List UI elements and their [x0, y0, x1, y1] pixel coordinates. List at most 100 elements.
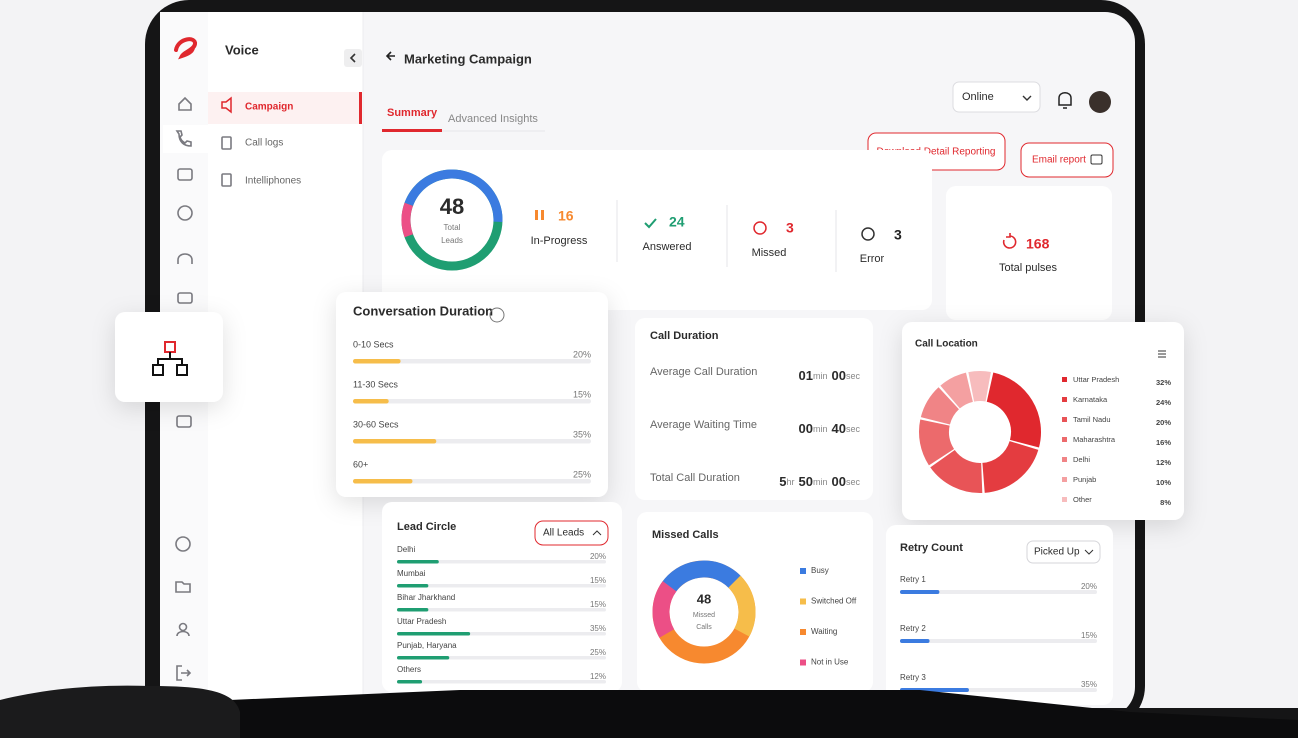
bar-track — [900, 639, 1097, 643]
duration-value: 00min 40sec — [799, 421, 861, 436]
rail-icons — [163, 96, 208, 681]
rock — [0, 685, 240, 738]
active-menu-bg — [208, 92, 362, 124]
legend-swatch — [1062, 477, 1067, 482]
duration-number: 5 — [779, 474, 786, 489]
row-value: 20% — [1081, 582, 1097, 591]
row-value: 35% — [1081, 680, 1097, 689]
donut-segment — [930, 449, 983, 493]
call-icon[interactable] — [175, 130, 192, 147]
duration-unit: sec — [846, 477, 861, 487]
back-arrow[interactable] — [385, 51, 395, 61]
in-progress-icon — [541, 210, 544, 220]
legend-label: Uttar Pradesh — [1073, 375, 1119, 384]
donut-segment — [919, 419, 955, 466]
legend-swatch — [800, 598, 806, 605]
in-progress-icon — [535, 210, 538, 220]
total-leads-caption: Total — [444, 223, 461, 232]
menu-item[interactable]: Intelliphones — [245, 176, 301, 187]
bar — [353, 399, 389, 404]
bar — [353, 439, 437, 444]
email-icon — [1090, 154, 1103, 165]
logo — [174, 37, 197, 60]
pulses-label: Total pulses — [999, 262, 1058, 274]
legend-swatch — [800, 629, 806, 635]
ticket-icon[interactable] — [177, 292, 193, 304]
page-title: Marketing Campaign — [404, 51, 532, 66]
collapse-button[interactable] — [344, 49, 362, 67]
card-title: Conversation Duration — [353, 303, 493, 318]
pulses-card — [946, 186, 1112, 320]
bar-track — [353, 479, 591, 484]
duration-unit: sec — [846, 371, 861, 381]
retry-filter[interactable] — [1026, 540, 1101, 564]
status-dropdown[interactable] — [952, 81, 1041, 113]
email-button-label: Email report — [1032, 155, 1086, 166]
folder-icon[interactable] — [175, 581, 191, 593]
row-label: Mumbai — [397, 569, 426, 578]
error-icon — [861, 227, 875, 241]
collapse-icon — [349, 53, 356, 63]
help-icon[interactable] — [175, 536, 191, 552]
menu-item[interactable]: Call logs — [245, 138, 283, 149]
retry-filter-label: Picked Up — [1034, 547, 1080, 558]
duration-number: 00 — [799, 421, 813, 436]
row-label: Others — [397, 665, 421, 674]
lead-filter[interactable] — [534, 520, 609, 546]
bar — [900, 639, 930, 643]
bell-icon[interactable] — [1058, 92, 1072, 109]
stat-label: In-Progress — [531, 235, 588, 247]
row-label: Punjab, Haryana — [397, 641, 457, 650]
duration-unit: min — [813, 477, 828, 487]
row-label: 60+ — [353, 459, 368, 469]
total-leads-value: 48 — [440, 194, 464, 219]
tab[interactable]: Summary — [387, 107, 438, 119]
bar-track — [900, 590, 1097, 594]
stat-label: Answered — [643, 241, 692, 253]
bar-track — [397, 680, 606, 684]
bar-track — [353, 359, 591, 364]
row-label: Retry 1 — [900, 575, 926, 584]
retry-count-card — [886, 525, 1113, 705]
status-text: Online — [962, 91, 994, 103]
legend-value: 10% — [1156, 478, 1171, 487]
legend-value: 8% — [1160, 498, 1171, 507]
row-value: 25% — [590, 648, 606, 657]
info-icon[interactable] — [489, 307, 505, 323]
bar — [353, 359, 401, 364]
message-icon[interactable] — [177, 168, 193, 181]
headset-icon[interactable] — [177, 253, 193, 264]
duration-number: 40 — [832, 421, 846, 436]
pulses-value: 168 — [1026, 236, 1050, 252]
whatsapp-icon[interactable] — [177, 205, 193, 221]
home-icon[interactable] — [178, 96, 192, 111]
email-button[interactable] — [1020, 142, 1114, 178]
phone-icon[interactable] — [176, 415, 192, 428]
legend-label: Maharashtra — [1073, 435, 1116, 444]
card-title: Lead Circle — [397, 521, 456, 533]
missed-calls-caption: Missed — [693, 612, 715, 619]
avatar[interactable] — [1089, 91, 1111, 113]
legend-swatch — [800, 659, 806, 666]
campaign-icon — [221, 96, 232, 114]
logout-icon[interactable] — [176, 665, 192, 681]
bar — [397, 560, 439, 564]
row-value: 15% — [1081, 631, 1097, 640]
stats: 16 In-Progress 24 Answered 3 Missed 3 Error — [531, 208, 902, 265]
donut-segment — [985, 372, 1041, 448]
legend-label: Not in Use — [811, 658, 849, 667]
row-value: 20% — [573, 349, 591, 359]
legend-swatch — [1062, 437, 1067, 442]
user-icon[interactable] — [178, 622, 188, 632]
duration-label: Average Waiting Time — [650, 419, 757, 431]
menu-item[interactable]: Campaign — [245, 102, 293, 113]
row-label: Retry 3 — [900, 673, 926, 682]
menu-icon[interactable] — [1158, 350, 1166, 358]
card-title: Call Location — [915, 339, 978, 350]
stat-value: 16 — [558, 208, 574, 224]
legend-label: Busy — [811, 566, 829, 575]
row-value: 25% — [573, 469, 591, 479]
ring-pink — [401, 169, 503, 271]
active-rail-item — [163, 125, 208, 153]
tab[interactable]: Advanced Insights — [448, 113, 538, 125]
